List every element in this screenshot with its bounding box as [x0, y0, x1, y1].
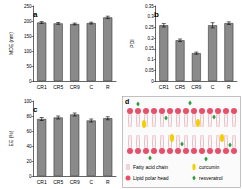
svg-text:CR9: CR9	[70, 179, 80, 185]
svg-text:CR1: CR1	[159, 84, 169, 90]
svg-text:Lipid polar head: Lipid polar head	[133, 175, 169, 181]
svg-text:0.15: 0.15	[145, 46, 154, 51]
svg-text:CR1: CR1	[37, 84, 47, 90]
svg-text:CR9: CR9	[70, 84, 80, 90]
svg-text:0: 0	[29, 174, 32, 179]
svg-text:R: R	[227, 84, 231, 90]
svg-text:250: 250	[24, 4, 32, 9]
svg-text:C: C	[89, 84, 93, 90]
svg-text:d: d	[125, 98, 129, 105]
svg-text:0.1: 0.1	[147, 57, 154, 62]
svg-text:a: a	[33, 10, 38, 19]
svg-text:40: 40	[26, 144, 32, 149]
svg-text:b: b	[154, 10, 159, 19]
svg-text:0: 0	[29, 79, 32, 84]
svg-text:CR5: CR5	[175, 84, 185, 90]
svg-text:0.2: 0.2	[147, 36, 154, 41]
svg-text:curcumin: curcumin	[199, 164, 220, 170]
svg-text:0.05: 0.05	[145, 68, 154, 73]
svg-text:PDI: PDI	[129, 39, 135, 47]
svg-text:0: 0	[151, 79, 154, 84]
svg-text:20: 20	[26, 159, 32, 164]
svg-text:c: c	[33, 105, 38, 114]
svg-text:MDE (nm): MDE (nm)	[8, 32, 14, 55]
svg-text:CR1: CR1	[37, 179, 47, 185]
svg-text:0.3: 0.3	[147, 14, 154, 20]
svg-text:50: 50	[26, 64, 32, 69]
svg-text:150: 150	[24, 34, 32, 39]
svg-text:CR9: CR9	[191, 84, 201, 90]
svg-text:0.35: 0.35	[145, 4, 154, 9]
svg-text:60: 60	[26, 129, 32, 134]
svg-text:CR5: CR5	[53, 179, 63, 185]
svg-text:CR5: CR5	[53, 84, 63, 90]
svg-text:0.25: 0.25	[145, 25, 154, 30]
svg-text:EE (%): EE (%)	[8, 130, 14, 146]
svg-text:C: C	[211, 84, 215, 90]
svg-text:100: 100	[24, 99, 32, 104]
svg-text:R: R	[106, 84, 110, 90]
svg-text:200: 200	[24, 19, 32, 24]
svg-text:100: 100	[24, 49, 32, 54]
svg-text:Fatty acid chain: Fatty acid chain	[133, 164, 168, 170]
svg-text:80: 80	[26, 114, 32, 119]
svg-text:resveratrol: resveratrol	[199, 175, 223, 181]
svg-text:R: R	[106, 179, 110, 185]
svg-text:C: C	[89, 179, 93, 185]
